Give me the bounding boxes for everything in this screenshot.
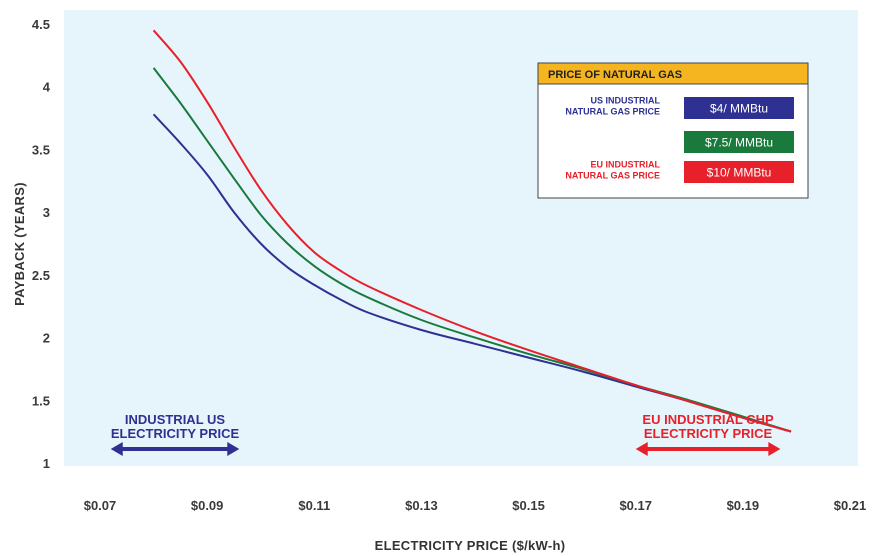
- y-tick-label: 1.5: [32, 393, 50, 408]
- y-axis-title: PAYBACK (YEARS): [12, 182, 27, 306]
- legend-swatch: [684, 97, 794, 119]
- legend-entry-label: NATURAL GAS PRICE: [565, 107, 660, 117]
- annotation-label: EU INDUSTRIAL CHP: [642, 412, 774, 427]
- legend-swatch: [684, 131, 794, 153]
- y-tick-label: 4: [43, 80, 51, 95]
- x-axis-title: ELECTRICITY PRICE ($/kW-h): [375, 538, 566, 553]
- legend-swatch: [684, 161, 794, 183]
- x-tick-label: $0.15: [512, 498, 545, 513]
- series-lines: [152, 29, 792, 433]
- annotation-label: ELECTRICITY PRICE: [644, 426, 773, 441]
- x-tick-label: $0.11: [298, 498, 330, 513]
- legend-entry-label: NATURAL GAS PRICE: [565, 171, 660, 181]
- legend-entry: $7.5/ MMBtu: [684, 131, 794, 153]
- y-tick-label: 3: [43, 205, 50, 220]
- legend-entry-badge: $4/ MMBtu: [710, 102, 768, 116]
- legend: PRICE OF NATURAL GAS US INDUSTRIALNATURA…: [537, 62, 809, 199]
- y-tick-label: 2: [43, 331, 50, 346]
- annotation-label: INDUSTRIAL US: [125, 412, 225, 427]
- y-tick-label: 4.5: [32, 17, 50, 32]
- legend-entry-label: US INDUSTRIAL: [591, 96, 661, 106]
- legend-header: [537, 62, 809, 85]
- y-tick-label: 2.5: [32, 268, 50, 283]
- x-tick-label: $0.09: [191, 498, 224, 513]
- annotation-label: ELECTRICITY PRICE: [111, 426, 240, 441]
- y-axis-ticks: 1 1.5 2 2.5 3 3.5 4 4.5: [32, 17, 51, 471]
- legend-entry-badge: $10/ MMBtu: [707, 166, 772, 180]
- y-tick-label: 3.5: [32, 142, 50, 157]
- series-line-3: [152, 29, 792, 433]
- annotation-arrow-head: [227, 442, 240, 456]
- x-tick-label: $0.13: [405, 498, 438, 513]
- annotation-arrow-head: [635, 442, 648, 456]
- legend-entry-label: EU INDUSTRIAL: [591, 160, 661, 170]
- x-tick-label: $0.19: [727, 498, 760, 513]
- y-tick-label: 1: [43, 456, 50, 471]
- legend-entry-badge: $7.5/ MMBtu: [705, 136, 773, 150]
- x-axis-ticks: $0.07 $0.09 $0.11 $0.13 $0.15 $0.17 $0.19 $0.21: [84, 498, 867, 513]
- x-tick-label: $0.21: [834, 498, 867, 513]
- x-tick-label: $0.07: [84, 498, 117, 513]
- x-tick-label: $0.17: [619, 498, 652, 513]
- legend-title: PRICE OF NATURAL GAS: [548, 69, 682, 81]
- annotation-arrow-head: [110, 442, 123, 456]
- annotation-arrow-head: [768, 442, 781, 456]
